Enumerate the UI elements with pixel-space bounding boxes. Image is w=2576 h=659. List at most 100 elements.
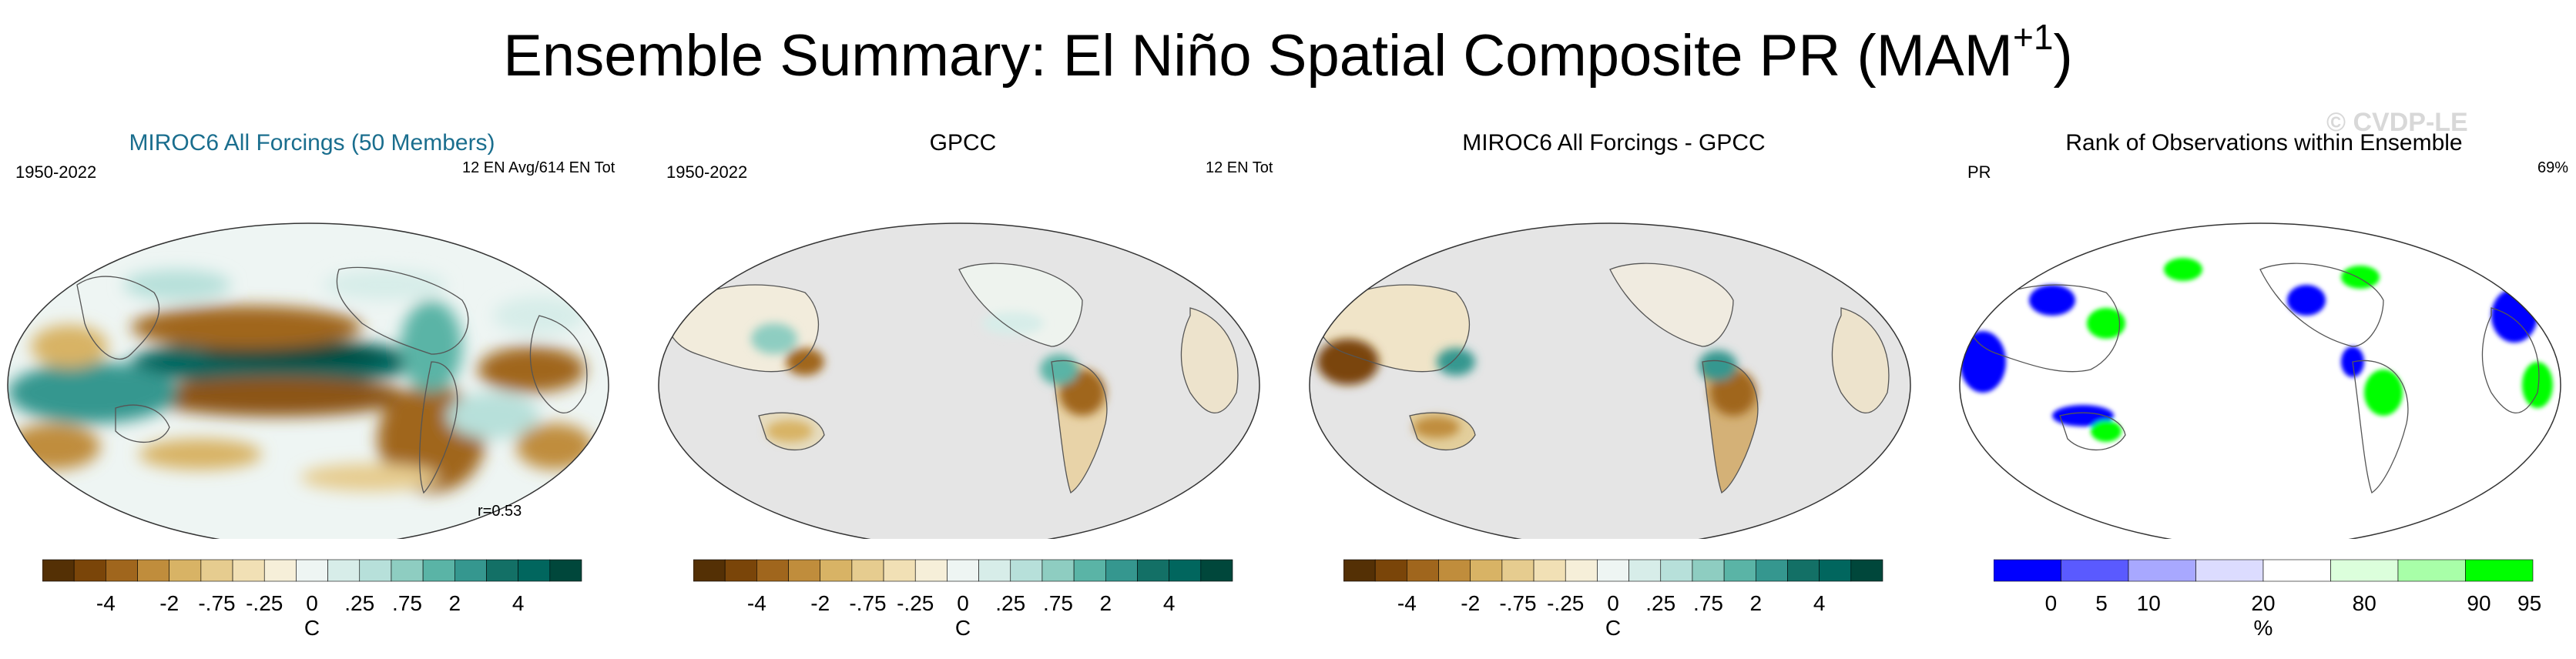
colorbar-swatch [693,559,726,582]
figure-title-text: Ensemble Summary: El Niño Spatial Compos… [503,23,2013,89]
colorbar-tick-label: -.25 [1547,591,1584,615]
colorbar-swatch [1628,559,1662,582]
colorbar-tick-label: 4 [512,591,525,615]
colorbar-tick-label: 5 [2095,591,2108,615]
colorbar-swatch [1470,559,1503,582]
colorbar-tick-label: .25 [995,591,1025,615]
colorbar-swatch [820,559,853,582]
colorbar-3: -4 -2 -.75 -.25 0 .25 .75 2 4 C [1343,558,1890,643]
colorbar-tick-label: 20 [2251,591,2275,615]
watermark: © CVDP-LE [2326,108,2468,137]
colorbar-swatch [2195,559,2264,582]
colorbar-swatch [518,559,551,582]
colorbar-swatch [454,559,487,582]
colorbar-tick-label: -4 [96,591,116,615]
colorbar-tick-label: 95 [2517,591,2541,615]
difference-map [1309,222,1911,539]
panel-title: Rank of Observations within Ensemble [2065,130,2463,156]
colorbar-tick-label: -.25 [246,591,283,615]
colorbar-swatch [1200,559,1233,582]
colorbar-swatch [200,559,233,582]
colorbar-unit: C [1605,616,1621,640]
colorbar-swatch [1819,559,1852,582]
colorbar-tick-label: .75 [1693,591,1723,615]
colorbar-tick-label: 2 [1100,591,1112,615]
panel-annotation: 12 EN Avg/614 EN Tot [462,159,615,176]
colorbar-swatch [486,559,518,582]
colorbar-swatch [1597,559,1629,582]
rank-map [1959,222,2561,539]
panel-rank: Rank of Observations within Ensemble PR … [1952,127,2576,558]
colorbar-tick-label: -.75 [198,591,235,615]
panel-period: 1950-2022 [15,162,97,182]
colorbar-swatch [137,559,170,582]
colorbar-swatch [2465,559,2534,582]
colorbar-tick-label: .75 [392,591,422,615]
colorbar-swatch [169,559,202,582]
colorbar-swatch [1010,559,1043,582]
colorbar-swatch [106,559,138,582]
colorbar-swatch [1533,559,1566,582]
panel-title: MIROC6 All Forcings - GPCC [1462,130,1766,156]
colorbar-tick-label: 0 [2045,591,2058,615]
colorbar-tick-label: 0 [1607,591,1619,615]
colorbar-swatch [914,559,948,582]
colorbar-tick-label: 2 [1750,591,1763,615]
panel-period: 1950-2022 [666,162,748,182]
colorbar-swatch [1105,559,1138,582]
panel-variable: PR [1967,162,1991,182]
colorbar-swatch [42,559,75,582]
colorbar-tick-label: .25 [344,591,374,615]
colorbar-swatch [947,559,979,582]
colorbar-swatch [422,559,455,582]
colorbar-swatch [978,559,1011,582]
panel-difference: MIROC6 All Forcings - GPCC [1302,127,1926,558]
panel-model: MIROC6 All Forcings (50 Members) 1950-20… [0,127,624,558]
colorbar-tick-label: 0 [306,591,318,615]
colorbar-swatch [1692,559,1725,582]
colorbar-swatch [359,559,392,582]
colorbar-tick-label: -2 [1461,591,1480,615]
colorbar-tick-label: -4 [747,591,766,615]
colorbar-tick-label: 10 [2137,591,2161,615]
colorbar-swatch [1041,559,1075,582]
colorbar-swatch [1501,559,1535,582]
colorbar-swatch [883,559,916,582]
figure-title-superscript: +1 [2012,17,2054,57]
colorbar-swatch [788,559,821,582]
model-map [7,222,609,539]
figure-title: Ensemble Summary: El Niño Spatial Compos… [0,19,2576,91]
colorbar-swatch [851,559,884,582]
colorbar-swatch [2262,559,2331,582]
colorbar-unit: C [955,616,971,640]
colorbar-swatch [1660,559,1693,582]
colorbar-swatch [1073,559,1106,582]
colorbar-swatch [1850,559,1883,582]
panel-annotation: 69% [2537,159,2569,176]
colorbar-swatch [232,559,265,582]
colorbar-unit: C [304,616,320,640]
colorbar-swatch [724,559,757,582]
colorbar-swatch [1565,559,1598,582]
colorbar-tick-label: -.25 [897,591,934,615]
colorbar-swatch [1994,559,2061,582]
panel-title: MIROC6 All Forcings (50 Members) [129,130,495,156]
colorbar-swatch [73,559,106,582]
colorbar-tick-label: 4 [1813,591,1826,615]
colorbar-swatch [1343,559,1376,582]
colorbar-swatch [263,559,297,582]
colorbar-tick-label: -2 [810,591,830,615]
colorbar-swatch [2397,559,2466,582]
panel-annotation: 12 EN Tot [1206,159,1273,176]
colorbar-tick-label: 2 [449,591,461,615]
colorbar-swatch [1137,559,1169,582]
colorbar-tick-label: -2 [159,591,179,615]
colorbar-swatch [1169,559,1202,582]
colorbar-swatch [2061,559,2129,582]
colorbar-tick-label: -.75 [849,591,886,615]
colorbar-tick-label: .75 [1043,591,1073,615]
colorbar-swatch [549,559,582,582]
colorbar-swatch [391,559,424,582]
colorbar-swatch [1407,559,1439,582]
colorbar-tick-label: 4 [1163,591,1176,615]
